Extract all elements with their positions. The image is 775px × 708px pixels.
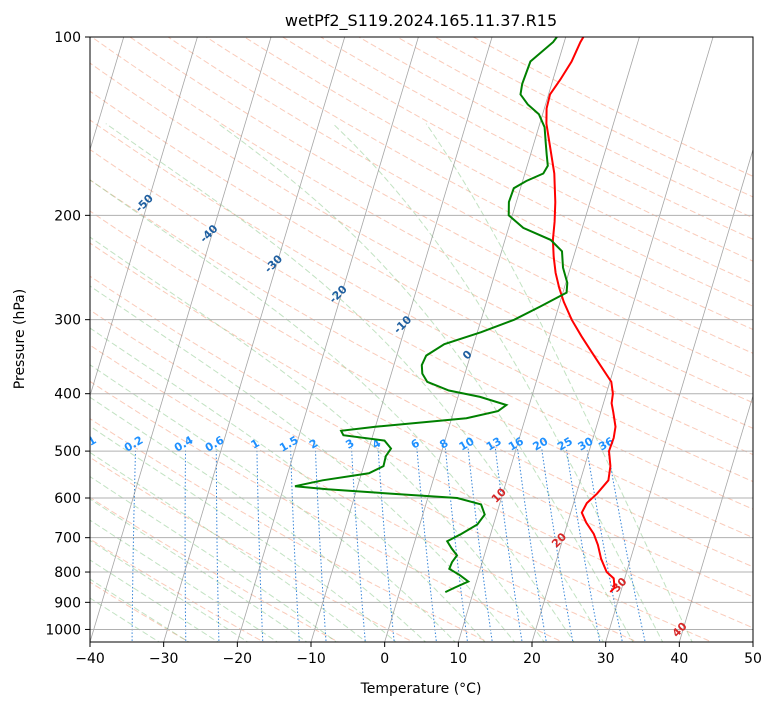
moist-adiabat [90, 559, 220, 642]
temperature-line [545, 37, 617, 593]
moist-adiabat [90, 475, 338, 642]
dry-adiabat [90, 119, 753, 483]
isotherm-line [90, 37, 272, 642]
mixing-ratio-line [256, 448, 264, 642]
y-tick-label: 100 [54, 30, 81, 46]
x-tick-label: 10 [449, 651, 467, 667]
y-tick-label: 300 [54, 313, 81, 329]
y-tick-label: 400 [54, 387, 81, 403]
mixing-ratio-line [565, 448, 601, 642]
dry-adiabat [205, 37, 753, 331]
y-tick-label: 800 [54, 565, 81, 581]
moist-adiabat [90, 519, 279, 642]
x-tick-label: −40 [75, 651, 105, 667]
profile-lines [294, 37, 617, 594]
dry-adiabat [167, 37, 753, 354]
isotherm-line [457, 37, 640, 642]
dry-adiabat [243, 37, 753, 307]
x-tick-label: 0 [380, 651, 389, 667]
mixing-ratio-line [314, 448, 327, 642]
x-tick-label: −30 [149, 651, 179, 667]
y-tick-label: 200 [54, 208, 81, 224]
moist-adiabat [90, 396, 427, 642]
y-tick-label: 600 [54, 491, 81, 507]
mixing-ratio-line [351, 448, 366, 642]
isotherm-line [605, 148, 753, 642]
moist-adiabat [90, 364, 456, 642]
x-axis-label: Temperature (°C) [360, 681, 482, 697]
grid-lines [90, 37, 753, 642]
dry-adiabat [129, 37, 753, 379]
isotherm-line [310, 37, 493, 642]
y-tick-label: 700 [54, 531, 81, 547]
moist-adiabat [90, 539, 249, 642]
moist-adiabat [90, 578, 190, 642]
x-tick-label: −20 [223, 651, 253, 667]
x-tick-label: 40 [670, 651, 688, 667]
moist-adiabat [90, 451, 367, 642]
isotherm-line [90, 37, 125, 152]
plot-frame [89, 36, 754, 643]
mixing-ratio-label: 0.1 [75, 434, 98, 455]
mixing-ratio-line [494, 448, 523, 642]
mixing-ratio-line [586, 448, 623, 642]
dry-adiabat [90, 62, 753, 429]
isotherm-line [90, 37, 198, 398]
y-tick-label: 900 [54, 595, 81, 611]
moist-adiabat [90, 425, 397, 642]
isotherm-line [384, 37, 567, 642]
x-tick-label: 50 [744, 651, 762, 667]
mixing-ratio-line [215, 448, 220, 642]
mixing-ratio-line [290, 448, 300, 642]
mixing-ratio-line [184, 448, 187, 642]
chart-title: wetPf2_S119.2024.165.11.37.R15 [285, 11, 557, 31]
moist-adiabat [90, 285, 516, 642]
mixing-ratio-line [517, 448, 547, 642]
y-tick-label: 500 [54, 444, 81, 460]
isotherm-line [531, 37, 714, 642]
y-axis-label: Pressure (hPa) [12, 289, 28, 389]
dry-adiabat [90, 148, 753, 510]
dry-adiabat [90, 242, 753, 598]
axes: −40 −30 −20 −10 0 10 20 30 40 50 100 200 300 400 500 60… [45, 30, 762, 667]
isotherm-line [236, 37, 419, 642]
moist-adiabat [217, 123, 634, 642]
isotherm-line [163, 37, 346, 642]
dry-adiabat [90, 275, 753, 629]
x-tick-label: 20 [523, 651, 541, 667]
dry-adiabat [90, 179, 753, 539]
x-tick-label: 30 [597, 651, 615, 667]
mixing-ratio-line [416, 448, 437, 642]
mixing-ratio-line [541, 448, 574, 642]
dewpoint-line [294, 37, 569, 594]
x-tick-label: −10 [296, 651, 326, 667]
moist-adiabat [90, 498, 308, 642]
y-tick-label: 1000 [45, 622, 81, 638]
isotherm-line [678, 394, 753, 642]
